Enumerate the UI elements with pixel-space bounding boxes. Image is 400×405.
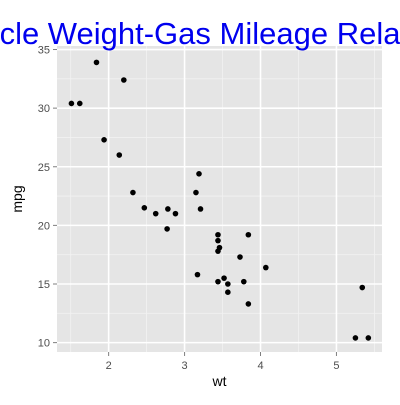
data-point — [196, 171, 202, 177]
data-point — [165, 206, 171, 212]
data-point — [101, 137, 107, 143]
y-tick-label: 15 — [38, 279, 50, 291]
data-point — [173, 211, 179, 217]
data-point — [153, 211, 159, 217]
data-point — [130, 190, 136, 196]
data-point — [237, 254, 243, 260]
data-point — [225, 281, 231, 287]
y-axis-label: mpg — [9, 185, 25, 212]
y-tick-label: 20 — [38, 220, 50, 232]
data-point — [359, 285, 365, 291]
data-point — [225, 289, 231, 295]
data-point — [215, 232, 221, 238]
data-point — [77, 101, 83, 107]
y-tick-label: 25 — [38, 162, 50, 174]
data-point — [366, 335, 372, 341]
data-point — [69, 101, 75, 107]
data-point — [94, 60, 100, 66]
chart-title: cle Weight-Gas Mileage Rela — [0, 16, 400, 51]
data-point — [246, 301, 252, 307]
x-axis-label: wt — [212, 373, 227, 389]
x-tick-label: 3 — [182, 360, 188, 372]
data-point — [164, 226, 170, 232]
data-point — [353, 335, 359, 341]
data-point — [142, 205, 148, 211]
data-point — [116, 152, 122, 158]
data-point — [121, 77, 127, 83]
plot-panel — [57, 46, 382, 352]
data-point — [215, 279, 221, 285]
data-point — [215, 238, 221, 244]
data-point — [195, 272, 201, 278]
x-tick-label: 4 — [257, 360, 263, 372]
data-point — [263, 265, 269, 271]
data-point — [193, 190, 199, 196]
x-tick-label: 5 — [333, 360, 339, 372]
data-point — [241, 279, 247, 285]
y-tick-label: 10 — [38, 338, 50, 350]
x-tick-label: 2 — [106, 360, 112, 372]
data-point — [217, 245, 223, 251]
data-point — [198, 206, 204, 212]
data-point — [221, 275, 227, 281]
data-point — [246, 232, 252, 238]
y-tick-label: 30 — [38, 103, 50, 115]
